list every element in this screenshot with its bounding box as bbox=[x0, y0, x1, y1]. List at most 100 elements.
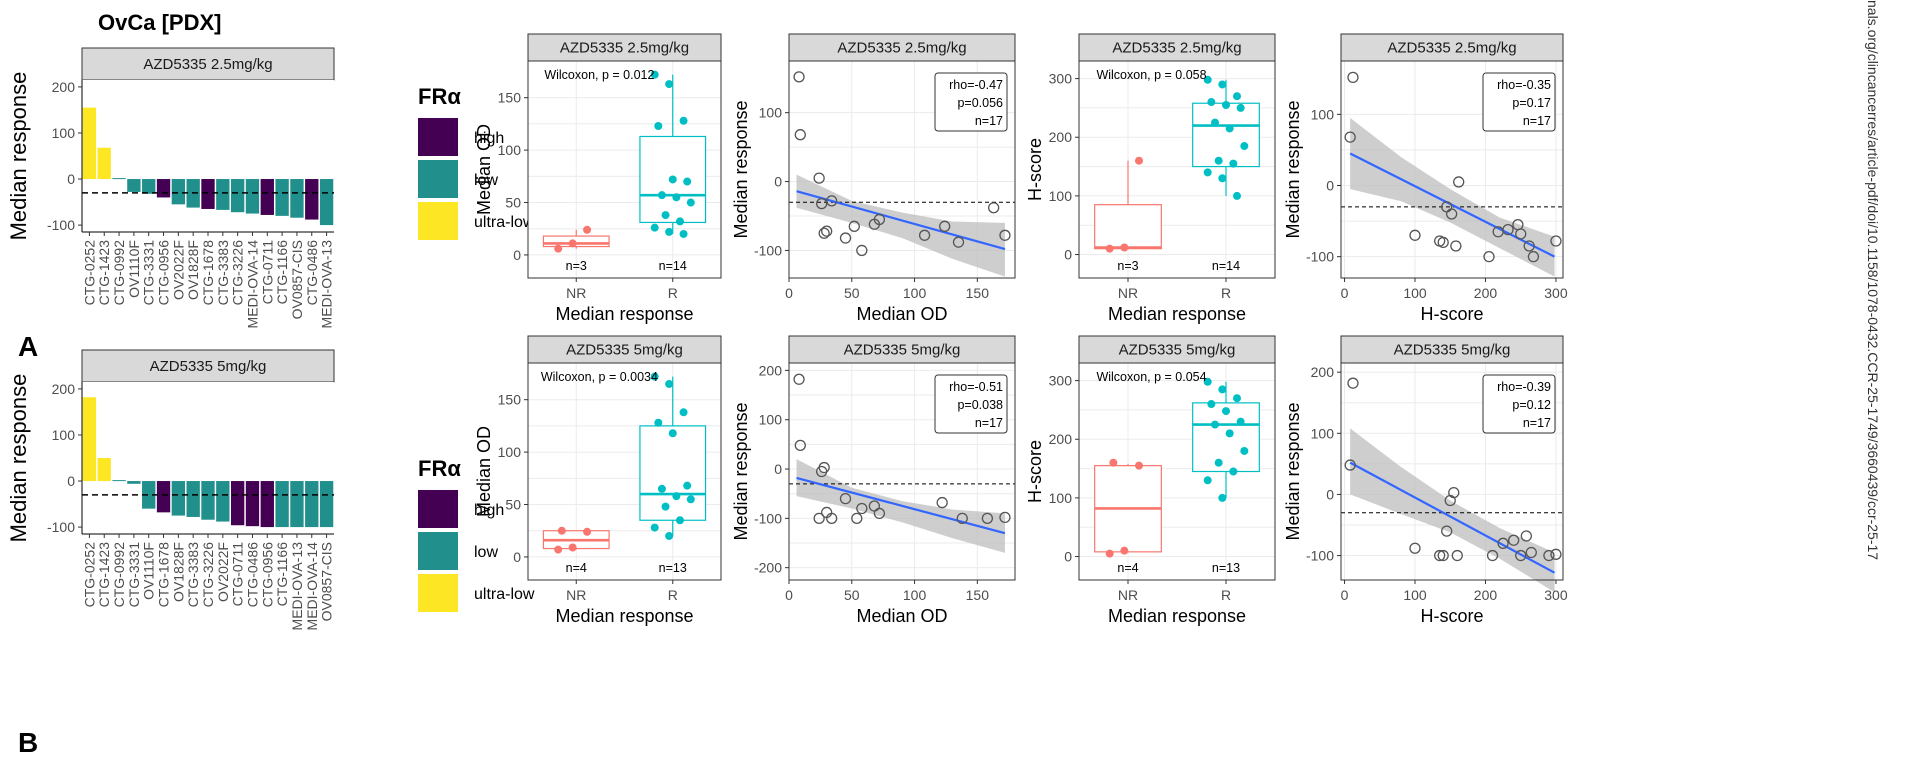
bar-ctg-0956 bbox=[260, 481, 274, 528]
confidence-band bbox=[1350, 428, 1555, 593]
x-axis-title: Median OD bbox=[856, 304, 947, 324]
x-tick-label: CTG-1678 bbox=[200, 240, 216, 306]
data-point bbox=[918, 229, 931, 241]
legend-label-low: low bbox=[474, 172, 498, 189]
stats-line: n=17 bbox=[1523, 114, 1551, 128]
y-tick-label: -100 bbox=[754, 242, 782, 258]
data-point bbox=[554, 545, 563, 554]
strip-label: AZD5335 5mg/kg bbox=[1119, 342, 1236, 359]
strip-header bbox=[527, 335, 722, 364]
x-tick-label: CTG-1423 bbox=[96, 542, 112, 608]
data-point bbox=[952, 236, 965, 248]
x-tick-label: MEDI-OVA-14 bbox=[304, 542, 320, 631]
data-point bbox=[1515, 228, 1527, 240]
bar-ctg-3226 bbox=[201, 481, 215, 520]
stats-line: p=0.038 bbox=[957, 398, 1003, 412]
legend-label-high: high bbox=[474, 502, 504, 519]
x-tick-label: CTG-3383 bbox=[185, 542, 201, 608]
data-point bbox=[672, 492, 681, 501]
data-point bbox=[1347, 377, 1359, 389]
data-point bbox=[1240, 142, 1249, 151]
data-point bbox=[661, 211, 670, 220]
data-point bbox=[1441, 525, 1453, 537]
data-point bbox=[665, 379, 674, 388]
n-label: n=13 bbox=[659, 561, 687, 575]
stats-line: n=17 bbox=[975, 114, 1003, 128]
y-tick-label: 300 bbox=[1049, 71, 1073, 87]
bar-ctg-0252 bbox=[82, 397, 97, 482]
y-tick-label: -100 bbox=[1306, 548, 1334, 564]
scatter-plot-A-scatter-h: AZD5335 2.5mg/kg rho=-0.35 p=0.17 n=17 -100 0… bbox=[1283, 33, 1568, 324]
bar-ctg-1423 bbox=[97, 147, 111, 180]
bar-ov1110f bbox=[142, 481, 156, 509]
data-point bbox=[583, 527, 592, 536]
box-nr: n=3 NR bbox=[1094, 156, 1162, 301]
data-point bbox=[675, 516, 684, 525]
bar-ctg-0486 bbox=[245, 481, 260, 527]
data-point bbox=[794, 439, 806, 452]
box-body bbox=[1094, 204, 1162, 250]
y-tick-label: 0 bbox=[1064, 549, 1072, 565]
data-point bbox=[1109, 458, 1118, 467]
panel-letter-a: A bbox=[18, 331, 38, 362]
data-point bbox=[813, 172, 825, 184]
stats-line: rho=-0.35 bbox=[1497, 78, 1551, 92]
data-point bbox=[1445, 208, 1458, 220]
data-point bbox=[1508, 534, 1520, 546]
data-point bbox=[1451, 549, 1463, 562]
y-tick-label: 0 bbox=[67, 171, 75, 187]
data-point bbox=[1515, 549, 1527, 562]
stats-line: p=0.12 bbox=[1512, 398, 1551, 412]
x-tick-label: NR bbox=[1118, 285, 1138, 301]
x-axis-title: H-score bbox=[1420, 304, 1483, 324]
data-point bbox=[1236, 417, 1245, 426]
strip-label: AZD5335 2.5mg/kg bbox=[1387, 40, 1516, 57]
data-point bbox=[679, 229, 688, 238]
data-point bbox=[1207, 98, 1216, 107]
data-point bbox=[1232, 92, 1241, 101]
data-point bbox=[1437, 549, 1449, 562]
data-point bbox=[856, 502, 868, 515]
box-nr: n=3 NR bbox=[542, 225, 610, 301]
bar-medi-ova-13 bbox=[290, 481, 304, 528]
data-point bbox=[665, 227, 674, 236]
figure-title: OvCa [PDX] bbox=[98, 10, 221, 35]
y-tick-label: 100 bbox=[498, 142, 522, 158]
x-tick-label: 0 bbox=[1341, 587, 1349, 603]
y-tick-label: -100 bbox=[47, 217, 75, 233]
data-point bbox=[650, 372, 659, 381]
data-point bbox=[839, 232, 852, 244]
y-tick-label: 200 bbox=[1311, 364, 1335, 380]
data-point bbox=[554, 244, 563, 253]
data-point bbox=[821, 225, 833, 237]
fr-alpha-legend-b: FRα high low ultra-low bbox=[418, 456, 535, 612]
panel-border bbox=[1078, 362, 1276, 581]
legend-swatch-high bbox=[418, 490, 458, 528]
data-point bbox=[1525, 546, 1537, 559]
stats-box bbox=[1482, 72, 1556, 132]
y-axis-title: Median response bbox=[6, 72, 31, 241]
x-tick-label: CTG-0711 bbox=[259, 240, 275, 305]
x-tick-label: 50 bbox=[844, 587, 860, 603]
x-tick-label: 300 bbox=[1544, 587, 1568, 603]
box-plot-A-box-h: AZD5335 2.5mg/kg n=3 NR n=14 R Wilcoxon, p = … bbox=[1025, 33, 1276, 324]
wilcoxon-annotation: Wilcoxon, p = 0.058 bbox=[1096, 68, 1206, 82]
data-point bbox=[1120, 546, 1129, 555]
data-point bbox=[826, 195, 838, 207]
n-label: n=4 bbox=[566, 561, 587, 575]
x-tick-label: 100 bbox=[1403, 587, 1427, 603]
x-tick-label: CTG-1166 bbox=[274, 240, 290, 305]
strip-header bbox=[81, 47, 335, 81]
x-tick-label: R bbox=[668, 587, 678, 603]
stats-box bbox=[934, 374, 1008, 434]
data-point bbox=[815, 197, 828, 210]
y-tick-label: 100 bbox=[759, 105, 783, 121]
wilcoxon-annotation: Wilcoxon, p = 0.012 bbox=[544, 68, 654, 82]
data-point bbox=[665, 531, 674, 540]
y-tick-label: 200 bbox=[52, 381, 76, 397]
data-point bbox=[1225, 124, 1234, 133]
x-tick-label: CTG-3331 bbox=[126, 542, 142, 608]
x-tick-label: 100 bbox=[1403, 285, 1427, 301]
x-tick-label: OV1110F bbox=[141, 542, 157, 600]
